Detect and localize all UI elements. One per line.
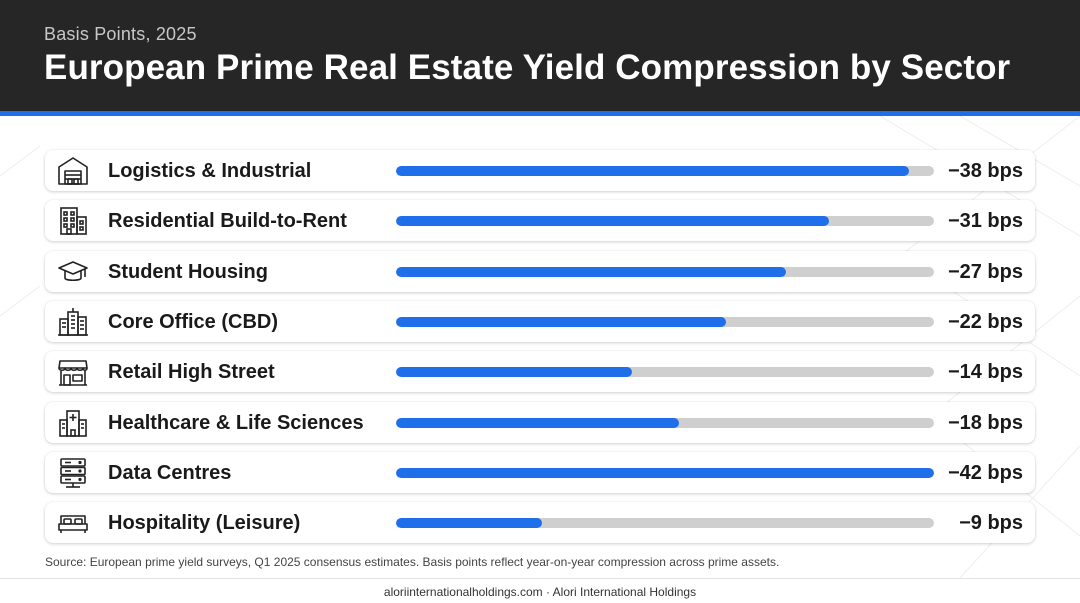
category-label: Logistics & Industrial xyxy=(108,160,312,182)
bar-row: Retail High Street −14 bps xyxy=(45,351,1035,393)
header-accent-bar xyxy=(0,111,1080,116)
value-label: −9 bps xyxy=(959,512,1023,535)
office-towers-icon xyxy=(57,306,89,338)
value-label: −42 bps xyxy=(947,461,1023,484)
category-label: Residential Build-to-Rent xyxy=(108,210,347,233)
footer-divider xyxy=(0,578,1080,579)
storefront-icon xyxy=(57,356,89,388)
value-label: −27 bps xyxy=(947,260,1023,283)
bar-fill xyxy=(396,216,829,227)
chart-subtitle: Basis Points, 2025 xyxy=(44,24,197,44)
apartment-building-icon xyxy=(57,205,89,237)
hospital-icon xyxy=(57,407,89,439)
category-label: Hospitality (Leisure) xyxy=(108,512,301,535)
bar-row: Data Centres −42 bps xyxy=(45,451,1035,493)
header-banner: Basis Points, 2025 European Prime Real E… xyxy=(0,0,1080,111)
value-label: −22 bps xyxy=(947,310,1023,333)
value-label: −18 bps xyxy=(947,411,1023,434)
category-label: Retail High Street xyxy=(108,361,275,384)
value-label: −31 bps xyxy=(947,210,1023,233)
bar-fill xyxy=(396,417,679,428)
bar-fill xyxy=(396,316,727,327)
value-label: −14 bps xyxy=(947,361,1023,384)
bar-row: Residential Build-to-Rent −31 bps xyxy=(45,200,1035,242)
bar-fill xyxy=(396,518,542,529)
bar-track xyxy=(396,216,934,227)
graduation-cap-icon xyxy=(57,256,89,288)
bar-track xyxy=(396,417,934,428)
bed-icon xyxy=(57,507,89,539)
bar-track xyxy=(396,266,934,277)
source-note: Source: European prime yield surveys, Q1… xyxy=(45,555,780,569)
warehouse-icon xyxy=(57,155,89,187)
bar-fill xyxy=(396,367,632,378)
server-rack-icon xyxy=(57,457,89,489)
category-label: Healthcare & Life Sciences xyxy=(108,411,364,434)
category-label: Student Housing xyxy=(108,260,268,283)
bar-track xyxy=(396,518,934,529)
bar-fill xyxy=(396,467,934,478)
chart-title: European Prime Real Estate Yield Compres… xyxy=(44,48,1011,87)
bar-fill xyxy=(396,266,787,277)
bar-row: Logistics & Industrial −38 bps xyxy=(45,150,1035,191)
bar-fill xyxy=(396,166,909,176)
bar-row: Hospitality (Leisure) −9 bps xyxy=(45,502,1035,544)
category-label: Data Centres xyxy=(108,461,232,484)
footer-text: aloriinternationalholdings.com · Alori I… xyxy=(383,585,697,599)
bar-row: Healthcare & Life Sciences −18 bps xyxy=(45,401,1035,443)
bar-track xyxy=(396,467,934,478)
bar-track xyxy=(396,316,934,327)
value-label: −38 bps xyxy=(947,160,1023,182)
bar-track xyxy=(396,166,934,176)
bar-row: Core Office (CBD) −22 bps xyxy=(45,300,1035,342)
bar-track xyxy=(396,367,934,378)
category-label: Core Office (CBD) xyxy=(108,310,279,333)
bar-row: Student Housing −27 bps xyxy=(45,250,1035,292)
